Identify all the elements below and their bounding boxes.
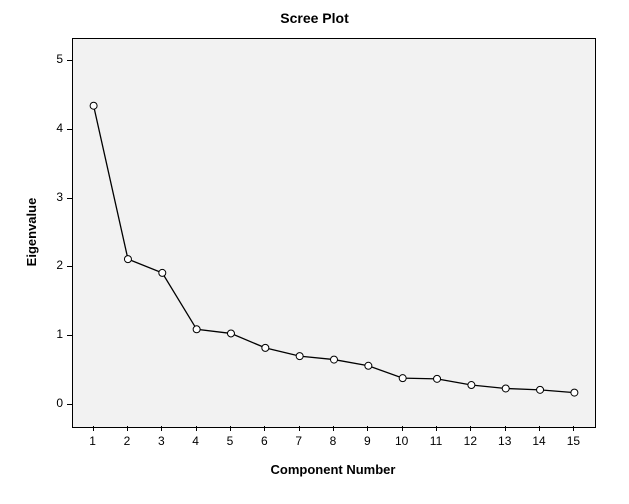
y-axis-label: Eigenvalue bbox=[24, 38, 39, 426]
x-tick-mark bbox=[299, 426, 300, 431]
x-tick-label: 7 bbox=[287, 434, 311, 448]
x-tick-label: 1 bbox=[81, 434, 105, 448]
data-point-marker bbox=[537, 386, 544, 393]
x-tick-mark bbox=[161, 426, 162, 431]
y-tick-mark bbox=[67, 266, 72, 267]
x-tick-mark bbox=[127, 426, 128, 431]
data-point-marker bbox=[571, 389, 578, 396]
x-tick-mark bbox=[402, 426, 403, 431]
x-tick-mark bbox=[333, 426, 334, 431]
y-tick-label: 1 bbox=[39, 327, 63, 341]
y-tick-label: 5 bbox=[39, 52, 63, 66]
y-tick-label: 0 bbox=[39, 396, 63, 410]
x-tick-label: 10 bbox=[390, 434, 414, 448]
x-tick-mark bbox=[93, 426, 94, 431]
x-tick-label: 11 bbox=[424, 434, 448, 448]
y-tick-mark bbox=[67, 335, 72, 336]
y-tick-mark bbox=[67, 404, 72, 405]
chart-title: Scree Plot bbox=[0, 10, 629, 26]
plot-area bbox=[72, 38, 596, 428]
x-tick-mark bbox=[230, 426, 231, 431]
x-tick-mark bbox=[539, 426, 540, 431]
x-tick-mark bbox=[367, 426, 368, 431]
data-point-marker bbox=[193, 326, 200, 333]
scree-markers bbox=[90, 102, 578, 396]
x-tick-mark bbox=[573, 426, 574, 431]
data-point-marker bbox=[159, 269, 166, 276]
x-tick-label: 14 bbox=[527, 434, 551, 448]
data-point-marker bbox=[90, 102, 97, 109]
y-tick-mark bbox=[67, 129, 72, 130]
y-tick-label: 4 bbox=[39, 121, 63, 135]
data-point-marker bbox=[296, 353, 303, 360]
scree-line bbox=[94, 106, 575, 393]
y-tick-label: 2 bbox=[39, 258, 63, 272]
x-tick-label: 4 bbox=[184, 434, 208, 448]
x-tick-label: 3 bbox=[149, 434, 173, 448]
data-point-marker bbox=[262, 344, 269, 351]
x-tick-label: 5 bbox=[218, 434, 242, 448]
data-point-marker bbox=[468, 382, 475, 389]
x-tick-label: 2 bbox=[115, 434, 139, 448]
x-tick-label: 6 bbox=[252, 434, 276, 448]
x-tick-mark bbox=[436, 426, 437, 431]
data-point-marker bbox=[365, 362, 372, 369]
y-tick-label: 3 bbox=[39, 190, 63, 204]
figure: Scree Plot Eigenvalue Component Number 0… bbox=[0, 0, 629, 504]
x-tick-label: 13 bbox=[493, 434, 517, 448]
x-tick-mark bbox=[470, 426, 471, 431]
x-tick-mark bbox=[264, 426, 265, 431]
data-point-marker bbox=[331, 356, 338, 363]
x-tick-label: 15 bbox=[561, 434, 585, 448]
data-point-marker bbox=[502, 385, 509, 392]
x-tick-mark bbox=[505, 426, 506, 431]
data-point-marker bbox=[434, 375, 441, 382]
x-axis-label: Component Number bbox=[72, 462, 594, 477]
x-tick-mark bbox=[196, 426, 197, 431]
x-tick-label: 8 bbox=[321, 434, 345, 448]
x-tick-label: 12 bbox=[458, 434, 482, 448]
data-point-marker bbox=[399, 375, 406, 382]
y-tick-mark bbox=[67, 60, 72, 61]
data-point-marker bbox=[227, 330, 234, 337]
y-tick-mark bbox=[67, 198, 72, 199]
data-point-marker bbox=[124, 256, 131, 263]
scree-series bbox=[73, 39, 595, 427]
x-tick-label: 9 bbox=[355, 434, 379, 448]
